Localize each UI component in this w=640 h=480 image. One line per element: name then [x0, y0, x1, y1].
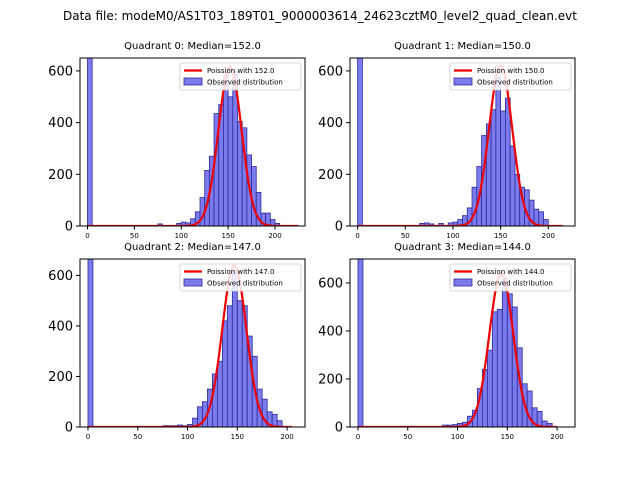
x-tick-label: 0 — [356, 433, 360, 441]
y-tick-label: 400 — [318, 116, 343, 131]
histogram-bar — [274, 223, 281, 226]
legend-label-observed: Observed distribution — [207, 79, 283, 87]
x-tick-label: 50 — [133, 433, 142, 441]
histogram-bar — [495, 76, 502, 226]
x-tick-label: 0 — [85, 232, 89, 240]
legend-bar-swatch — [453, 278, 473, 287]
histogram-bar — [216, 360, 223, 427]
histogram-bar — [87, 259, 94, 427]
legend-bar-swatch — [453, 77, 473, 86]
panel-quadrant-2: Quadrant 2: Median=147.0 0 200 400 600 0 50 100… — [48, 242, 306, 441]
x-tick-label: 50 — [401, 232, 410, 240]
y-tick-label: 600 — [48, 269, 73, 284]
histogram-bar — [438, 223, 444, 226]
histogram-bar — [226, 305, 233, 427]
histogram-bar — [490, 109, 497, 226]
histogram-bar — [491, 311, 498, 427]
legend-frame — [179, 62, 302, 91]
histogram-bar — [269, 219, 276, 226]
figure-suptitle: Data file: modeM0/AS1T03_189T01_90000036… — [63, 9, 577, 23]
poisson-curve — [87, 65, 299, 226]
x-tick-label: 150 — [231, 433, 244, 441]
y-tick-label: 0 — [335, 421, 343, 436]
y-tick-label: 0 — [335, 220, 343, 235]
legend-label-observed: Observed distribution — [477, 280, 553, 288]
y-tick-label: 0 — [65, 421, 73, 436]
y-tick-label: 600 — [318, 64, 343, 79]
histogram-bar — [543, 219, 549, 226]
legend: Poission with 152.0 Observed distribution — [179, 62, 302, 91]
legend-bar-swatch — [183, 77, 203, 86]
x-tick-label: 150 — [494, 232, 507, 240]
histogram-bar — [505, 97, 511, 226]
x-tick-label: 200 — [280, 433, 293, 441]
legend-label-poisson: Poission with 150.0 — [477, 67, 545, 75]
histogram-bar — [500, 110, 506, 226]
y-tick-label: 400 — [48, 116, 73, 131]
x-tick-label: 150 — [221, 232, 234, 240]
x-tick-label: 200 — [542, 232, 555, 240]
legend: Poission with 150.0 Observed distribution — [449, 62, 572, 91]
x-tick-label: 150 — [501, 433, 514, 441]
x-tick-label: 0 — [355, 232, 359, 240]
legend: Poission with 144.0 Observed distribution — [449, 263, 572, 292]
y-tick-label: 400 — [48, 319, 73, 334]
panel-title: Quadrant 1: Median=150.0 — [394, 41, 531, 52]
legend-bar-swatch — [183, 278, 203, 287]
axes-frame — [349, 258, 576, 428]
y-tick-label: 400 — [318, 325, 343, 340]
histogram-bar — [227, 96, 234, 226]
panel-quadrant-0: Quadrant 0: Median=152.0 0 200 400 600 0 50 100… — [48, 41, 306, 240]
y-tick-label: 600 — [318, 277, 343, 292]
legend-label-poisson: Poission with 144.0 — [477, 268, 545, 276]
histogram-bar — [231, 269, 238, 427]
histogram-bar — [509, 145, 516, 226]
axes-frame — [79, 258, 306, 428]
y-tick-label: 200 — [48, 370, 73, 385]
panel-quadrant-1: Quadrant 1: Median=150.0 0 200 400 600 0 50 100… — [318, 41, 576, 240]
histogram-bar — [538, 211, 544, 226]
legend-label-observed: Observed distribution — [207, 280, 283, 288]
histogram-bar — [496, 308, 503, 427]
x-tick-label: 200 — [550, 433, 563, 441]
histogram-bar — [221, 320, 228, 427]
panel-title: Quadrant 3: Median=144.0 — [394, 242, 531, 253]
x-tick-label: 100 — [446, 232, 459, 240]
legend-label-poisson: Poission with 152.0 — [207, 67, 275, 75]
legend-frame — [449, 263, 572, 292]
x-tick-label: 100 — [181, 433, 194, 441]
legend-frame — [179, 263, 302, 292]
y-tick-label: 200 — [318, 168, 343, 183]
histogram-bar — [236, 300, 243, 427]
legend-label-poisson: Poission with 147.0 — [207, 268, 275, 276]
legend-frame — [449, 62, 572, 91]
histogram-bar — [501, 277, 508, 427]
histogram-bar — [357, 58, 363, 226]
panel-quadrant-3: Quadrant 3: Median=144.0 0 200 400 600 0 50 100… — [318, 242, 576, 441]
histogram-bar — [486, 349, 493, 427]
x-tick-label: 100 — [175, 232, 188, 240]
y-tick-label: 0 — [65, 220, 73, 235]
legend: Poission with 147.0 Observed distribution — [179, 263, 302, 292]
panel-title: Quadrant 2: Median=147.0 — [124, 242, 261, 253]
histogram-bar — [251, 166, 257, 226]
axes-frame — [79, 57, 306, 227]
y-tick-label: 600 — [48, 64, 73, 79]
histogram-bar — [357, 259, 364, 427]
x-tick-label: 0 — [86, 433, 90, 441]
panel-title: Quadrant 0: Median=152.0 — [124, 41, 261, 52]
x-tick-label: 50 — [403, 433, 412, 441]
x-tick-label: 200 — [268, 232, 281, 240]
histogram-bar — [223, 75, 229, 226]
x-tick-label: 100 — [451, 433, 464, 441]
x-tick-label: 50 — [130, 232, 139, 240]
legend-label-observed: Observed distribution — [477, 79, 553, 87]
y-tick-label: 200 — [48, 168, 73, 183]
axes-frame — [349, 57, 576, 227]
y-tick-label: 200 — [318, 373, 343, 388]
histogram-bar — [87, 58, 93, 226]
